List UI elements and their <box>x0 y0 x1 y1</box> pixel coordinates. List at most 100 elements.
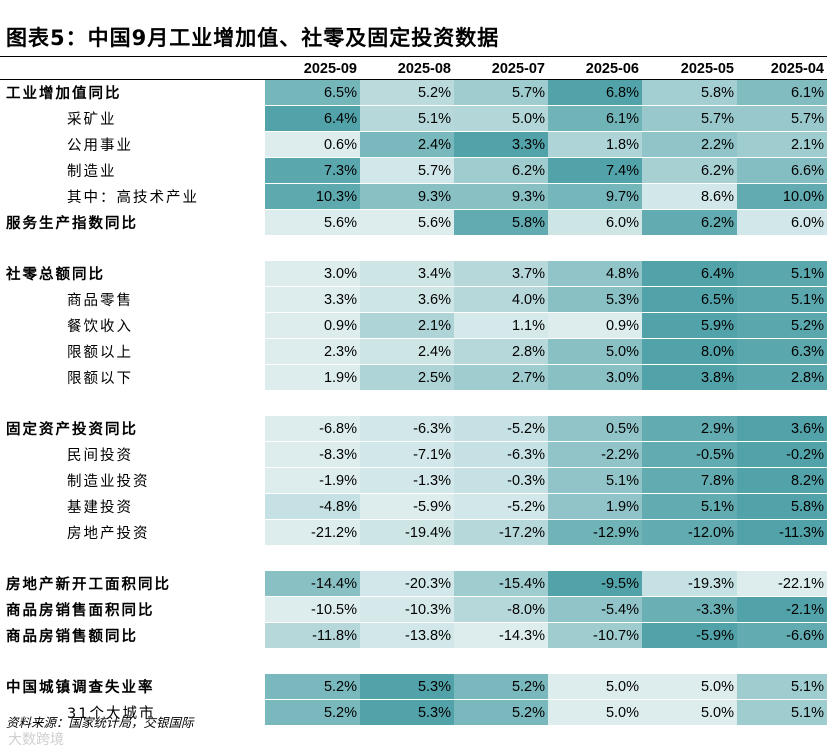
value-cell: -19.4% <box>360 519 454 546</box>
value-cell: 5.8% <box>737 493 827 520</box>
value-cell: 3.0% <box>548 364 642 391</box>
row-label: 固定资产投资同比 <box>0 416 265 442</box>
value-cell: 5.1% <box>737 699 827 726</box>
value-cell: 0.5% <box>548 416 642 442</box>
value-cell: 2.8% <box>737 364 827 391</box>
value-cell: 5.2% <box>265 699 360 726</box>
value-cell: 2.8% <box>454 338 548 365</box>
value-cell: 2.7% <box>454 364 548 391</box>
value-cell: -6.8% <box>265 416 360 442</box>
value-cell: 5.1% <box>642 493 737 520</box>
row-label: 房地产投资 <box>0 519 265 546</box>
value-cell: -1.9% <box>265 467 360 494</box>
row-label: 社零总额同比 <box>0 261 265 287</box>
value-cell: -8.0% <box>454 596 548 623</box>
table-body: 工业增加值同比 6.5% 5.2% 5.7% 6.8% 5.8% 6.1% 采矿业 6.4% 5.… <box>0 79 827 726</box>
value-cell: 2.4% <box>360 338 454 365</box>
value-cell: 6.5% <box>642 286 737 313</box>
value-cell: -5.2% <box>454 416 548 442</box>
value-cell: 5.0% <box>454 105 548 132</box>
value-cell: -5.4% <box>548 596 642 623</box>
row-label: 限额以上 <box>0 338 265 365</box>
table-row: 房地产投资 -21.2% -19.4% -17.2% -12.9% -12.0% -11.3… <box>0 519 827 546</box>
value-cell: 5.6% <box>360 209 454 236</box>
value-cell: 6.2% <box>454 157 548 184</box>
value-cell: 3.7% <box>454 261 548 287</box>
value-cell: 6.4% <box>642 261 737 287</box>
value-cell: -7.1% <box>360 441 454 468</box>
value-cell: 5.8% <box>642 79 737 106</box>
value-cell: 3.3% <box>454 131 548 158</box>
value-cell: 10.3% <box>265 183 360 210</box>
value-cell: 2.3% <box>265 338 360 365</box>
table-row: 制造业投资 -1.9% -1.3% -0.3% 5.1% 7.8% 8.2% <box>0 467 827 494</box>
value-cell: -11.8% <box>265 622 360 649</box>
value-cell: 6.3% <box>737 338 827 365</box>
value-cell: -1.3% <box>360 467 454 494</box>
table-row: 服务生产指数同比 5.6% 5.6% 5.8% 6.0% 6.2% 6.0% <box>0 209 827 236</box>
header-row: 2025-09 2025-08 2025-07 2025-06 2025-05 … <box>0 58 827 80</box>
value-cell: 5.2% <box>737 312 827 339</box>
column-header: 2025-06 <box>548 58 642 80</box>
row-label: 制造业投资 <box>0 467 265 494</box>
row-label: 民间投资 <box>0 441 265 468</box>
value-cell: -15.4% <box>454 571 548 597</box>
table-row: 商品零售 3.3% 3.6% 4.0% 5.3% 6.5% 5.1% <box>0 286 827 313</box>
value-cell: -5.9% <box>360 493 454 520</box>
table-row: 餐饮收入 0.9% 2.1% 1.1% 0.9% 5.9% 5.2% <box>0 312 827 339</box>
value-cell: 8.0% <box>642 338 737 365</box>
value-cell: 5.9% <box>642 312 737 339</box>
value-cell: -5.2% <box>454 493 548 520</box>
value-cell: 3.0% <box>265 261 360 287</box>
value-cell: 8.2% <box>737 467 827 494</box>
table-row: 采矿业 6.4% 5.1% 5.0% 6.1% 5.7% 5.7% <box>0 105 827 132</box>
value-cell: -12.0% <box>642 519 737 546</box>
value-cell: -0.2% <box>737 441 827 468</box>
value-cell: -3.3% <box>642 596 737 623</box>
table-row: 制造业 7.3% 5.7% 6.2% 7.4% 6.2% 6.6% <box>0 157 827 184</box>
value-cell: 5.1% <box>737 261 827 287</box>
table-row: 公用事业 0.6% 2.4% 3.3% 1.8% 2.2% 2.1% <box>0 131 827 158</box>
table-row: 工业增加值同比 6.5% 5.2% 5.7% 6.8% 5.8% 6.1% <box>0 79 827 106</box>
row-label: 商品房销售额同比 <box>0 622 265 649</box>
value-cell: 5.1% <box>360 105 454 132</box>
value-cell: 2.1% <box>737 131 827 158</box>
row-label: 商品房销售面积同比 <box>0 596 265 623</box>
value-cell: 9.7% <box>548 183 642 210</box>
table-row: 31个大城市 5.2% 5.3% 5.2% 5.0% 5.0% 5.1% <box>0 699 827 726</box>
table-row: 限额以上 2.3% 2.4% 2.8% 5.0% 8.0% 6.3% <box>0 338 827 365</box>
watermark: 大数跨境 <box>8 732 64 748</box>
row-label: 中国城镇调查失业率 <box>0 674 265 700</box>
value-cell: -20.3% <box>360 571 454 597</box>
value-cell: 5.7% <box>454 79 548 106</box>
header-label-cell <box>0 58 265 80</box>
value-cell: 7.4% <box>548 157 642 184</box>
section-spacer <box>0 648 827 674</box>
value-cell: 4.8% <box>548 261 642 287</box>
value-cell: -6.6% <box>737 622 827 649</box>
value-cell: 3.6% <box>737 416 827 442</box>
value-cell: -17.2% <box>454 519 548 546</box>
column-header: 2025-05 <box>642 58 737 80</box>
table-row: 商品房销售额同比 -11.8% -13.8% -14.3% -10.7% -5.9% -6.… <box>0 622 827 649</box>
table-row: 民间投资 -8.3% -7.1% -6.3% -2.2% -0.5% -0.2% <box>0 441 827 468</box>
row-label: 工业增加值同比 <box>0 79 265 106</box>
column-header: 2025-09 <box>265 58 360 80</box>
table-row: 固定资产投资同比 -6.8% -6.3% -5.2% 0.5% 2.9% 3.6% <box>0 416 827 442</box>
value-cell: 5.2% <box>454 699 548 726</box>
value-cell: 5.3% <box>360 674 454 700</box>
value-cell: 5.1% <box>737 286 827 313</box>
row-label: 服务生产指数同比 <box>0 209 265 236</box>
value-cell: -8.3% <box>265 441 360 468</box>
value-cell: 6.8% <box>548 79 642 106</box>
value-cell: -13.8% <box>360 622 454 649</box>
column-header: 2025-04 <box>737 58 827 80</box>
value-cell: 5.1% <box>548 467 642 494</box>
value-cell: -10.5% <box>265 596 360 623</box>
value-cell: 5.0% <box>548 699 642 726</box>
table-row: 基建投资 -4.8% -5.9% -5.2% 1.9% 5.1% 5.8% <box>0 493 827 520</box>
table-row: 社零总额同比 3.0% 3.4% 3.7% 4.8% 6.4% 5.1% <box>0 261 827 287</box>
value-cell: 5.0% <box>548 674 642 700</box>
value-cell: 7.8% <box>642 467 737 494</box>
value-cell: 5.0% <box>642 699 737 726</box>
